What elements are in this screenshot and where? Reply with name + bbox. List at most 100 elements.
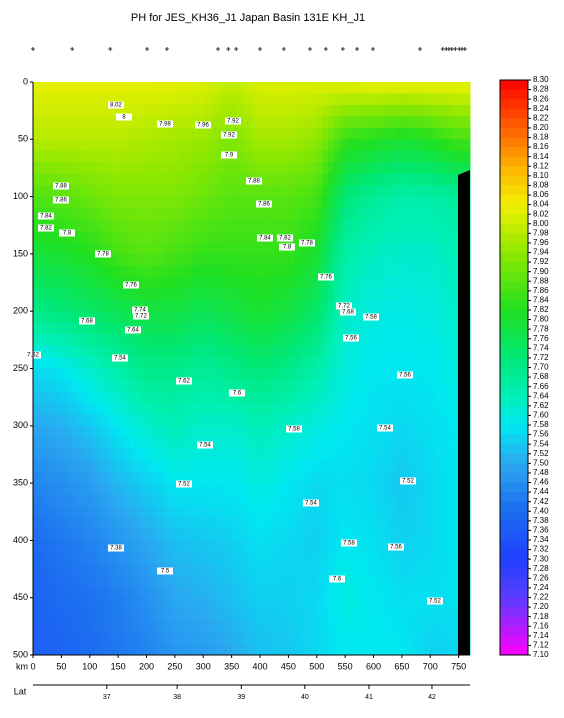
field-cell [379, 150, 386, 163]
field-cell [333, 357, 340, 369]
field-cell [50, 574, 57, 587]
field-cell [299, 368, 306, 381]
field-cell [396, 82, 403, 94]
field-cell [231, 357, 238, 369]
colorbar-cell [500, 166, 528, 177]
field-cell [237, 414, 244, 427]
field-cell [237, 368, 244, 381]
field-cell [169, 150, 176, 163]
field-cell [260, 93, 267, 106]
field-cell [95, 219, 102, 232]
field-cell [140, 82, 148, 94]
field-cell [350, 150, 357, 163]
field-cell [305, 104, 312, 117]
field-cell [112, 173, 119, 186]
field-cell [237, 437, 244, 450]
field-cell [322, 82, 329, 94]
field-cell [345, 632, 352, 645]
field-cell [328, 139, 335, 152]
field-cell [55, 345, 62, 358]
colorbar-label: 7.52 [533, 449, 549, 458]
colorbar-cell [500, 127, 528, 138]
field-cell [373, 517, 380, 530]
field-cell [106, 299, 113, 312]
field-cell [106, 551, 113, 564]
field-cell [384, 563, 392, 576]
field-cell [225, 288, 233, 301]
field-cell [55, 116, 62, 129]
field-cell [186, 116, 193, 129]
field-cell [350, 368, 357, 381]
field-cell [260, 150, 267, 163]
field-cell [208, 402, 216, 415]
field-cell [401, 483, 409, 496]
field-cell [50, 551, 57, 564]
field-cell [418, 242, 426, 255]
field-cell [129, 563, 136, 576]
field-cell [129, 517, 136, 530]
field-cell [157, 357, 165, 369]
field-cell [50, 540, 57, 553]
field-cell [118, 334, 125, 347]
field-cell [465, 139, 469, 152]
field-cell [322, 368, 329, 381]
field-cell [452, 116, 460, 129]
field-cell [152, 551, 159, 564]
field-cell [322, 311, 329, 324]
lat-tick-label: 40 [301, 694, 309, 701]
field-cell [299, 253, 306, 266]
field-cell [123, 494, 130, 507]
field-cell [55, 104, 62, 117]
field-cell [101, 402, 108, 415]
field-cell [78, 253, 85, 266]
field-cell [203, 402, 210, 415]
field-cell [220, 563, 227, 576]
field-cell [140, 139, 148, 152]
field-cell [362, 620, 369, 633]
field-cell [231, 185, 238, 198]
field-cell [305, 586, 312, 599]
field-cell [174, 448, 182, 461]
field-cell [248, 334, 255, 347]
field-cell [135, 448, 142, 461]
field-cell [407, 253, 414, 266]
field-cell [447, 265, 454, 278]
field-cell [61, 460, 68, 473]
field-cell [435, 391, 443, 404]
field-cell [305, 551, 312, 564]
field-cell [282, 345, 289, 358]
field-cell [435, 93, 443, 106]
field-cell [288, 253, 295, 266]
x-tick-label: 750 [451, 661, 466, 671]
field-cell [106, 563, 113, 576]
colorbar-label: 7.50 [533, 458, 549, 467]
field-cell [50, 391, 57, 404]
x-tick-label: 150 [111, 661, 126, 671]
field-cell [260, 586, 267, 599]
field-cell [305, 173, 312, 186]
field-cell [44, 517, 51, 530]
field-cell [333, 265, 340, 278]
field-cell [135, 471, 142, 484]
field-cell [277, 414, 284, 427]
field-cell [78, 551, 85, 564]
field-cell [38, 460, 45, 473]
field-cell [362, 563, 369, 576]
field-cell [248, 139, 255, 152]
field-cell [390, 368, 397, 381]
field-cell [430, 196, 437, 209]
field-cell [311, 586, 318, 599]
field-cell [311, 379, 318, 392]
field-cell [401, 437, 409, 450]
colorbar-label: 7.76 [533, 334, 549, 343]
field-cell [203, 483, 210, 496]
field-cell [214, 265, 221, 278]
field-cell [72, 437, 79, 450]
field-cell [186, 185, 193, 198]
field-cell [38, 528, 45, 541]
field-cell [265, 322, 272, 335]
field-cell [112, 391, 119, 404]
field-cell [299, 173, 306, 186]
field-cell [152, 586, 159, 599]
field-cell [118, 437, 125, 450]
